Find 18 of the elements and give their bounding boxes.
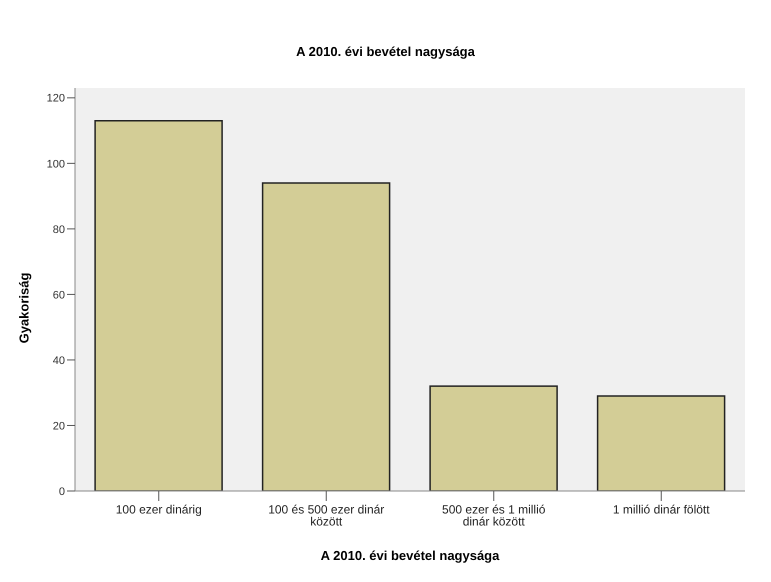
y-tick-label: 20	[52, 420, 65, 432]
y-tick-label: 40	[52, 354, 65, 367]
y-tick-label: 60	[52, 289, 65, 302]
x-tick-label: 1 millió dinár fölött	[612, 502, 710, 517]
bar	[596, 395, 726, 491]
y-axis-title: Gyakoriság	[16, 272, 32, 344]
bar	[429, 385, 558, 491]
x-axis-title: A 2010. évi bevétel nagysága	[320, 548, 500, 563]
y-tick-label: 80	[52, 224, 65, 236]
y-tick-label: 100	[46, 158, 65, 170]
y-tick-label: 0	[58, 486, 65, 498]
bar	[262, 182, 390, 491]
y-tick-label: 120	[46, 92, 65, 105]
x-tick-label: 500 ezer és 1 millió dinár között	[442, 502, 546, 529]
x-tick-label: 100 ezer dinárig	[116, 502, 202, 517]
bar	[94, 120, 223, 491]
chart-title: A 2010. évi bevétel nagysága	[295, 44, 476, 59]
x-tick-label: 100 és 500 ezer dinár között	[268, 502, 384, 529]
